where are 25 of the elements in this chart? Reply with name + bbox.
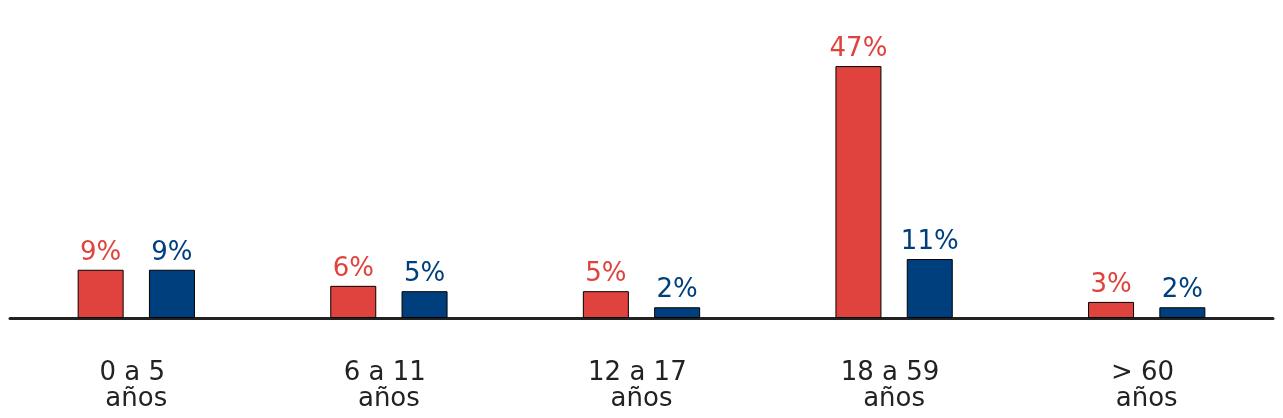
bar [330,285,377,318]
bar [1159,307,1206,318]
bar [654,307,701,318]
data-label: 5% [585,257,627,288]
x-tick-label: > 60 años [1111,356,1183,412]
data-label: 47% [829,32,888,63]
data-label: 9% [80,235,122,266]
x-tick-label: 12 a 17 años [588,356,695,412]
data-label: 9% [151,235,193,266]
bar [835,66,882,318]
data-label: 2% [656,273,698,304]
bar [582,291,629,318]
data-label: 11% [900,225,959,256]
x-tick-label: 18 a 59 años [840,356,948,412]
data-label: 6% [332,251,374,282]
bar [1088,301,1135,318]
data-label: 3% [1090,267,1132,298]
data-label: 5% [403,257,446,288]
bar [906,259,953,318]
x-tick-label: 6 a 11 años [343,356,435,412]
bar [77,269,124,318]
data-label: 2% [1161,273,1203,304]
bar [148,269,195,318]
x-tick-label: 0 a 5 años [99,356,174,412]
bar [401,291,448,318]
